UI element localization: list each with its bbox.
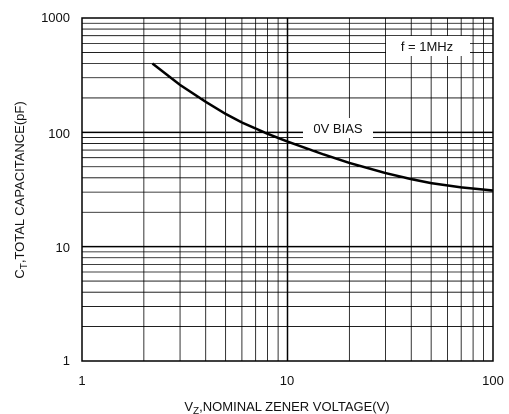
series-line-0v-bias — [151, 62, 494, 192]
annotations: f = 1MHz 0V BIAS — [303, 36, 470, 138]
y-tick-label: 100 — [48, 126, 70, 141]
bias-annotation: 0V BIAS — [313, 121, 362, 136]
x-tick-labels: 1 10 100 — [78, 373, 503, 388]
y-tick-label: 10 — [56, 240, 70, 255]
x-tick-label: 100 — [482, 373, 504, 388]
freq-annotation: f = 1MHz — [401, 39, 453, 54]
x-tick-label: 10 — [280, 373, 294, 388]
bias-annotation-bg — [303, 118, 373, 138]
freq-annotation-bg — [386, 36, 470, 56]
major-gridlines — [82, 18, 493, 361]
y-axis-label: CT,TOTAL CAPACITANCE(pF) — [12, 101, 30, 278]
x-tick-label: 1 — [78, 373, 85, 388]
y-tick-labels: 1 10 100 1000 — [41, 10, 70, 368]
y-tick-label: 1 — [63, 353, 70, 368]
x-axis-label: VZ,NOMINAL ZENER VOLTAGE(V) — [184, 399, 389, 414]
y-tick-label: 1000 — [41, 10, 70, 25]
